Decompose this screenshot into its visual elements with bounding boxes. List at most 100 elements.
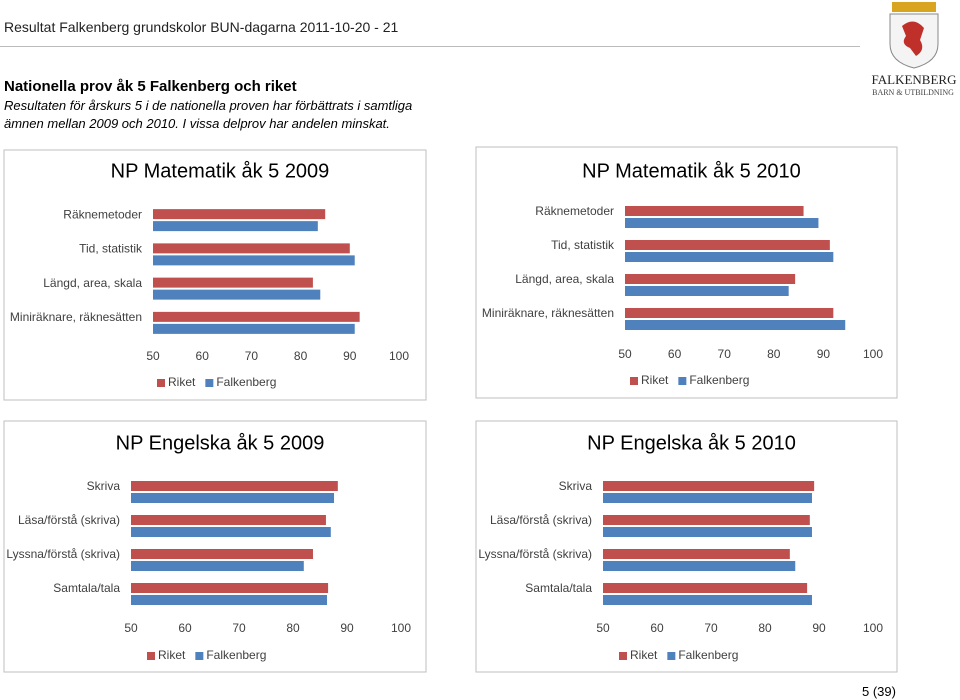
chart-title: NP Matematik åk 5 2010 xyxy=(582,160,801,182)
legend-label: Falkenberg xyxy=(689,373,749,387)
logo-crest xyxy=(889,2,939,69)
x-tick-label: 60 xyxy=(668,347,682,361)
legend-swatch xyxy=(630,377,638,385)
x-tick-label: 60 xyxy=(650,621,664,635)
y-tick-label: Läsa/förstå (skriva) xyxy=(490,513,592,527)
x-tick-label: 80 xyxy=(294,349,308,363)
x-tick-label: 100 xyxy=(863,621,883,635)
y-tick-label: Längd, area, skala xyxy=(43,276,142,290)
bar xyxy=(625,218,819,228)
bar xyxy=(131,515,326,525)
legend-swatch xyxy=(619,652,627,660)
x-tick-label: 50 xyxy=(146,349,160,363)
y-tick-label: Räknemetoder xyxy=(535,204,614,218)
bar xyxy=(153,277,313,288)
bar xyxy=(603,493,812,503)
legend-label: Falkenberg xyxy=(206,648,266,662)
x-tick-label: 70 xyxy=(245,349,259,363)
y-tick-label: Miniräknare, räknesätten xyxy=(482,306,614,320)
chart-title: NP Matematik åk 5 2009 xyxy=(111,160,330,182)
bar xyxy=(625,308,834,318)
y-tick-label: Skriva xyxy=(87,479,121,493)
x-tick-label: 100 xyxy=(389,349,409,363)
x-tick-label: 50 xyxy=(596,621,610,635)
bar xyxy=(603,527,812,537)
bird xyxy=(902,21,924,57)
legend-swatch xyxy=(667,652,676,660)
legend-label: Riket xyxy=(641,373,669,387)
page-number: 5 (39) xyxy=(862,684,896,699)
legend-swatch xyxy=(157,379,165,387)
header-rule xyxy=(0,46,860,47)
bar xyxy=(625,240,830,250)
x-tick-label: 80 xyxy=(758,621,772,635)
bar xyxy=(603,515,810,525)
x-tick-label: 70 xyxy=(704,621,718,635)
bar xyxy=(153,209,326,220)
bar xyxy=(153,323,355,334)
y-tick-label: Tid, statistik xyxy=(551,238,615,252)
legend-label: Falkenberg xyxy=(216,375,276,389)
x-tick-label: 60 xyxy=(196,349,210,363)
x-tick-label: 70 xyxy=(718,347,732,361)
y-tick-label: Lyssna/förstå (skriva) xyxy=(6,547,120,561)
logo-subtitle: BARN & UTBILDNING xyxy=(872,88,954,97)
x-tick-label: 50 xyxy=(618,347,632,361)
bar xyxy=(625,320,846,330)
chart-frame xyxy=(3,149,427,401)
bar xyxy=(131,549,313,559)
logo-name: FALKENBERG xyxy=(871,72,957,87)
y-tick-label: Längd, area, skala xyxy=(515,272,614,286)
bar xyxy=(131,595,328,605)
bar xyxy=(153,289,321,300)
header-title: Resultat Falkenberg grundskolor BUN-daga… xyxy=(4,19,399,35)
x-tick-label: 90 xyxy=(817,347,831,361)
bar xyxy=(131,493,335,503)
chart-frame xyxy=(475,420,898,673)
bar xyxy=(625,206,804,216)
crown xyxy=(892,2,936,12)
legend-label: Riket xyxy=(158,648,186,662)
y-tick-label: Läsa/förstå (skriva) xyxy=(18,513,120,527)
x-tick-label: 90 xyxy=(812,621,826,635)
bar xyxy=(603,549,790,559)
x-tick-label: 90 xyxy=(340,621,354,635)
bar xyxy=(153,311,360,322)
legend-swatch xyxy=(205,379,214,387)
y-tick-label: Miniräknare, räknesätten xyxy=(10,310,142,324)
section-text: Resultaten för årskurs 5 i de nationella… xyxy=(4,98,413,131)
legend-swatch xyxy=(147,652,155,660)
y-tick-label: Samtala/tala xyxy=(53,581,120,595)
x-tick-label: 100 xyxy=(391,621,411,635)
bar xyxy=(153,243,350,254)
bar xyxy=(131,481,338,491)
bar xyxy=(153,255,355,266)
bar xyxy=(131,583,329,593)
legend-swatch xyxy=(195,652,204,660)
bar xyxy=(625,252,834,262)
bar xyxy=(625,274,796,284)
y-tick-label: Skriva xyxy=(559,479,593,493)
legend-label: Falkenberg xyxy=(678,648,738,662)
x-tick-label: 90 xyxy=(343,349,357,363)
x-tick-label: 50 xyxy=(124,621,138,635)
bar xyxy=(603,583,808,593)
bar xyxy=(153,221,318,232)
x-tick-label: 60 xyxy=(178,621,192,635)
legend-swatch xyxy=(678,377,687,385)
chart-title: NP Engelska åk 5 2010 xyxy=(587,432,796,454)
x-tick-label: 70 xyxy=(232,621,246,635)
y-tick-label: Räknemetoder xyxy=(63,207,142,221)
y-tick-label: Lyssna/förstå (skriva) xyxy=(478,547,592,561)
x-tick-label: 100 xyxy=(863,347,883,361)
bar xyxy=(603,595,812,605)
legend-label: Riket xyxy=(630,648,658,662)
bar xyxy=(131,527,331,537)
section-title: Nationella prov åk 5 Falkenberg och rike… xyxy=(4,78,297,95)
bar xyxy=(625,286,789,296)
x-tick-label: 80 xyxy=(286,621,300,635)
chart-frame xyxy=(475,146,898,399)
legend-label: Riket xyxy=(168,375,196,389)
chart-frame xyxy=(3,420,427,673)
